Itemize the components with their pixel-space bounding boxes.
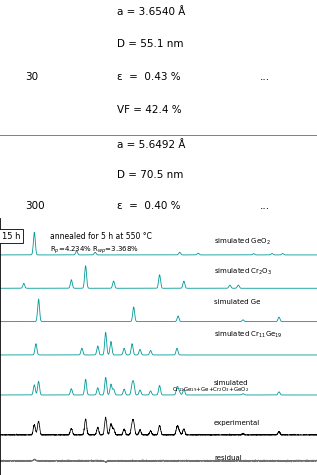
Text: 30: 30 xyxy=(25,72,38,82)
Text: Cr$_{11}$Ge$_{19}$+Ge+Cr$_2$O$_3$+GeO$_2$: Cr$_{11}$Ge$_{19}$+Ge+Cr$_2$O$_3$+GeO$_2… xyxy=(172,386,249,394)
Text: D = 70.5 nm: D = 70.5 nm xyxy=(117,170,184,180)
Text: ε  =  0.40 %: ε = 0.40 % xyxy=(117,201,181,211)
Text: annealed for 5 h at 550 °C: annealed for 5 h at 550 °C xyxy=(50,232,152,240)
Text: ε  =  0.43 %: ε = 0.43 % xyxy=(117,72,181,82)
Text: simulated GeO$_2$: simulated GeO$_2$ xyxy=(214,237,271,247)
Text: a = 3.6540 Å: a = 3.6540 Å xyxy=(117,7,185,17)
Text: simulated Cr$_{11}$Ge$_{19}$: simulated Cr$_{11}$Ge$_{19}$ xyxy=(214,330,283,340)
Text: simulated Ge: simulated Ge xyxy=(214,299,260,304)
Text: ...: ... xyxy=(260,201,270,211)
Text: residual: residual xyxy=(214,456,242,461)
Text: R$_p$=4.234% R$_{wp}$=3.368%: R$_p$=4.234% R$_{wp}$=3.368% xyxy=(50,245,139,256)
Text: 300: 300 xyxy=(25,201,45,211)
Text: experimental: experimental xyxy=(214,420,260,427)
Text: a = 5.6492 Å: a = 5.6492 Å xyxy=(117,140,186,150)
Text: simulated Cr$_2$O$_3$: simulated Cr$_2$O$_3$ xyxy=(214,266,272,277)
Text: VF = 36.1 %: VF = 36.1 % xyxy=(117,231,182,241)
Text: 15 h: 15 h xyxy=(2,232,21,240)
Text: D = 55.1 nm: D = 55.1 nm xyxy=(117,39,184,49)
Text: VF = 42.4 %: VF = 42.4 % xyxy=(117,105,182,115)
Text: simulated: simulated xyxy=(214,380,249,386)
Text: ...: ... xyxy=(260,72,270,82)
